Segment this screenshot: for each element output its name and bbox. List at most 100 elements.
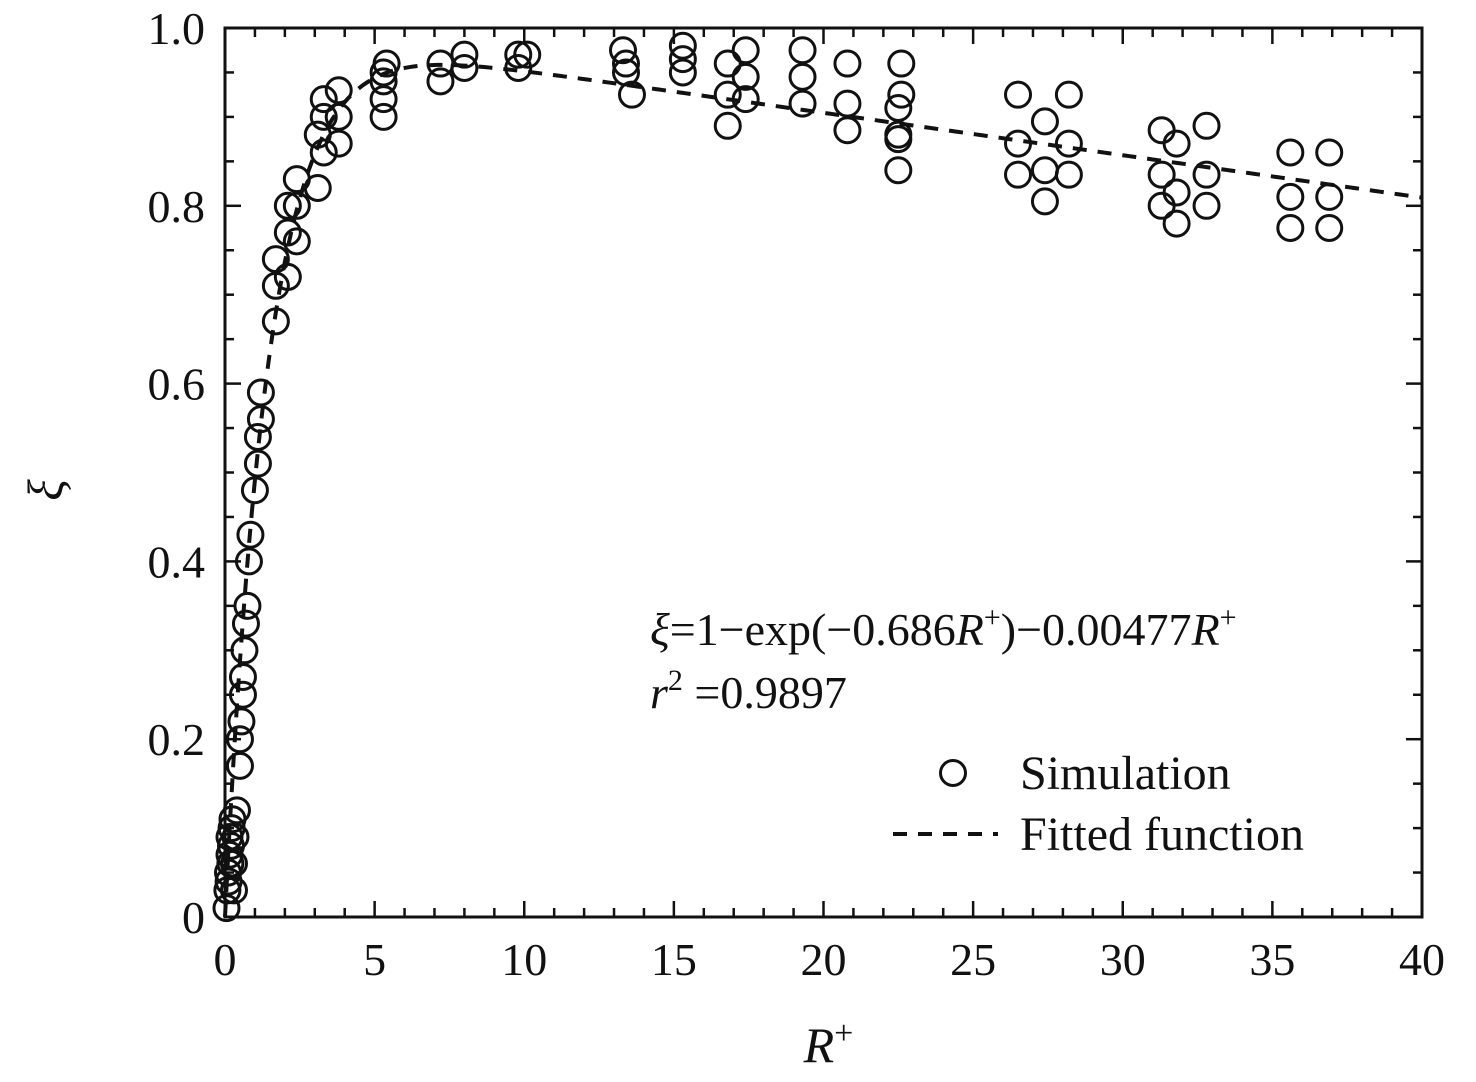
simulation-point bbox=[228, 662, 257, 691]
r2-symbol: r bbox=[650, 667, 669, 718]
simulation-point bbox=[426, 67, 455, 96]
simulation-point bbox=[234, 547, 263, 576]
equation-part: =1−exp(−0.686 bbox=[670, 604, 956, 655]
simulation-point bbox=[833, 116, 862, 145]
simulation-point bbox=[1054, 80, 1083, 109]
simulation-point bbox=[309, 102, 338, 131]
y-axis-label: ξ bbox=[17, 479, 73, 501]
simulation-point bbox=[219, 876, 248, 905]
simulation-point bbox=[369, 67, 398, 96]
simulation-point bbox=[372, 49, 401, 78]
simulation-point bbox=[1030, 156, 1059, 185]
simulation-point bbox=[324, 76, 353, 105]
x-tick-label: 20 bbox=[801, 934, 847, 985]
simulation-point bbox=[788, 89, 817, 118]
x-tick-label: 15 bbox=[651, 934, 697, 985]
simulation-point bbox=[324, 102, 353, 131]
legend-simulation-label: Simulation bbox=[1020, 747, 1231, 800]
simulation-point bbox=[1315, 138, 1344, 167]
simulation-point bbox=[731, 85, 760, 114]
simulation-point bbox=[1147, 116, 1176, 145]
simulation-point bbox=[228, 680, 257, 709]
simulation-point bbox=[884, 156, 913, 185]
simulation-point bbox=[504, 40, 533, 69]
simulation-point bbox=[833, 89, 862, 118]
simulation-point bbox=[213, 876, 242, 905]
simulation-point bbox=[1030, 107, 1059, 136]
simulation-point bbox=[731, 36, 760, 65]
simulation-point bbox=[309, 85, 338, 114]
simulation-point bbox=[713, 111, 742, 140]
simulation-point bbox=[231, 609, 260, 638]
simulation-point bbox=[309, 138, 338, 167]
legend-simulation-marker bbox=[939, 759, 967, 787]
equation-superscript: + bbox=[984, 601, 1001, 634]
simulation-point bbox=[1276, 214, 1305, 243]
r2-superscript: 2 bbox=[668, 664, 683, 697]
simulation-point bbox=[1162, 209, 1191, 238]
simulation-point bbox=[884, 120, 913, 149]
x-axis-label: R+ bbox=[803, 1015, 854, 1073]
simulation-point bbox=[788, 36, 817, 65]
simulation-point bbox=[1054, 160, 1083, 189]
x-axis-label-base: R bbox=[803, 1017, 835, 1073]
simulation-point bbox=[1192, 111, 1221, 140]
simulation-point bbox=[222, 796, 251, 825]
simulation-point bbox=[261, 307, 290, 336]
simulation-point bbox=[273, 191, 302, 220]
simulation-point bbox=[450, 40, 479, 69]
legend-fitted-label: Fitted function bbox=[1020, 808, 1304, 861]
axis-ticks bbox=[223, 26, 1424, 919]
simulation-point bbox=[1004, 80, 1033, 109]
simulation-point bbox=[788, 62, 817, 91]
y-tick-label: 0 bbox=[182, 892, 205, 943]
y-tick-label: 0.2 bbox=[148, 714, 206, 765]
simulation-point bbox=[1162, 178, 1191, 207]
simulation-point bbox=[668, 31, 697, 60]
simulation-point bbox=[1004, 129, 1033, 158]
simulation-point bbox=[243, 422, 272, 451]
simulation-point bbox=[236, 520, 265, 549]
simulation-point bbox=[225, 751, 254, 780]
simulation-point bbox=[1004, 160, 1033, 189]
equation-superscript: + bbox=[1220, 601, 1237, 634]
simulation-point bbox=[227, 707, 256, 736]
simulation-point bbox=[246, 378, 275, 407]
simulation-point bbox=[1315, 182, 1344, 211]
simulation-point bbox=[609, 36, 638, 65]
simulation-point bbox=[230, 636, 259, 665]
simulation-point bbox=[369, 85, 398, 114]
simulation-point bbox=[617, 80, 646, 109]
y-tick-label: 1.0 bbox=[148, 3, 206, 54]
x-tick-label: 0 bbox=[214, 934, 237, 985]
x-tick-label: 35 bbox=[1249, 934, 1295, 985]
simulation-point bbox=[731, 62, 760, 91]
simulation-point bbox=[887, 80, 916, 109]
simulation-point bbox=[246, 405, 275, 434]
y-tick-label: 0.8 bbox=[148, 181, 206, 232]
simulation-point bbox=[303, 174, 332, 203]
simulation-point bbox=[282, 227, 311, 256]
plot-frame bbox=[223, 26, 1424, 919]
simulation-point bbox=[282, 191, 311, 220]
simulation-point bbox=[1147, 160, 1176, 189]
simulation-point bbox=[233, 591, 262, 620]
r2-value: =0.9897 bbox=[683, 667, 847, 718]
x-tick-label: 40 bbox=[1399, 934, 1445, 985]
simulation-points bbox=[212, 31, 1344, 923]
simulation-point bbox=[240, 476, 269, 505]
equation-symbol: ξ bbox=[650, 604, 670, 655]
simulation-point bbox=[513, 40, 542, 69]
equation-variable: R bbox=[1191, 604, 1220, 655]
simulation-point bbox=[219, 849, 248, 878]
x-tick-label: 25 bbox=[950, 934, 996, 985]
simulation-point bbox=[713, 80, 742, 109]
simulation-point bbox=[1030, 187, 1059, 216]
fitted-function-line bbox=[223, 62, 1423, 918]
simulation-point bbox=[713, 49, 742, 78]
simulation-point bbox=[611, 49, 640, 78]
simulation-point bbox=[884, 94, 913, 123]
simulation-point bbox=[243, 449, 272, 478]
r-squared-value: r2 =0.9897 bbox=[650, 664, 847, 718]
